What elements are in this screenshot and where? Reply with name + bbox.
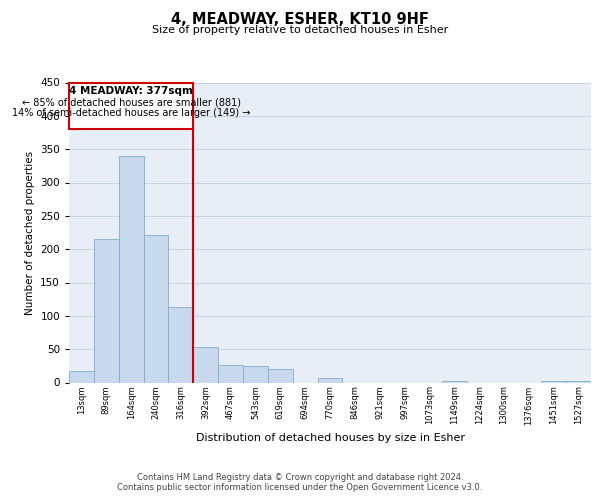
Y-axis label: Number of detached properties: Number of detached properties (25, 150, 35, 314)
Bar (317, 378, 343, 382)
Bar (541, 381, 566, 382)
Bar (143, 234, 169, 382)
Text: Contains public sector information licensed under the Open Government Licence v3: Contains public sector information licen… (118, 484, 482, 492)
Text: ← 85% of detached houses are smaller (881): ← 85% of detached houses are smaller (88… (22, 98, 241, 108)
Bar (243, 366, 268, 382)
FancyBboxPatch shape (69, 82, 193, 129)
Bar (268, 369, 293, 382)
Text: Contains HM Land Registry data © Crown copyright and database right 2024.: Contains HM Land Registry data © Crown c… (137, 472, 463, 482)
Text: 14% of semi-detached houses are larger (149) →: 14% of semi-detached houses are larger (… (12, 108, 250, 118)
Text: 4, MEADWAY, ESHER, KT10 9HF: 4, MEADWAY, ESHER, KT10 9HF (171, 12, 429, 28)
Bar (566, 381, 591, 382)
Bar (119, 156, 143, 382)
Bar (169, 307, 193, 382)
Text: 4 MEADWAY: 377sqm: 4 MEADWAY: 377sqm (69, 86, 193, 96)
Bar (442, 380, 467, 382)
Bar (193, 346, 218, 382)
Bar (218, 365, 243, 382)
Bar (94, 239, 119, 382)
Bar (69, 370, 94, 382)
X-axis label: Distribution of detached houses by size in Esher: Distribution of detached houses by size … (196, 433, 464, 443)
Text: Size of property relative to detached houses in Esher: Size of property relative to detached ho… (152, 25, 448, 35)
